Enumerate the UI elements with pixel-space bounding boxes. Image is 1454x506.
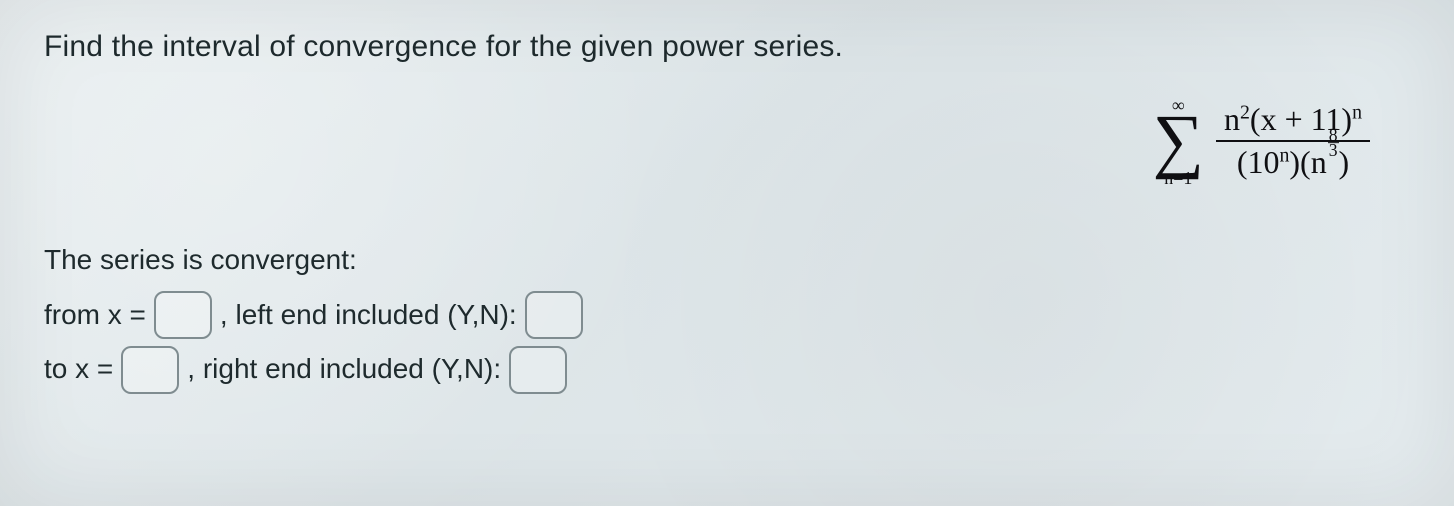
denom-exp-minifrac: 83 (1328, 128, 1339, 157)
from-line: from x = , left end included (Y,N): (44, 288, 1410, 343)
to-line: to x = , right end included (Y,N): (44, 342, 1410, 397)
right-end-label: , right end included (Y,N): (187, 342, 501, 397)
answer-heading: The series is convergent: (44, 233, 1410, 288)
fraction: n2(x + 11)n (10n)(n83) (1216, 99, 1370, 183)
power-series-formula: ∞ ∑ n=1 n2(x + 11)n (10n)(n83) (1153, 92, 1370, 189)
left-end-input[interactable] (525, 291, 583, 339)
minifrac-den: 3 (1328, 143, 1339, 157)
denom-mid: )(n (1289, 144, 1326, 180)
denom-exp-1: n (1279, 144, 1289, 166)
to-x-label: to x = (44, 342, 113, 397)
formula-row: ∞ ∑ n=1 n2(x + 11)n (10n)(n83) (44, 92, 1410, 189)
denom-close: ) (1339, 144, 1350, 180)
from-x-label: from x = (44, 288, 146, 343)
to-x-input[interactable] (121, 346, 179, 394)
summation-symbol: ∞ ∑ n=1 (1153, 92, 1204, 189)
denom-part-1: (10 (1237, 144, 1280, 180)
sum-upper-limit: ∞ (1172, 96, 1185, 114)
left-end-label: , left end included (Y,N): (220, 288, 517, 343)
fraction-denominator: (10n)(n83) (1229, 142, 1357, 183)
sigma-glyph: ∑ (1153, 110, 1204, 171)
question-prompt: Find the interval of convergence for the… (44, 30, 1410, 64)
fraction-numerator: n2(x + 11)n (1216, 99, 1370, 140)
sum-lower-limit: n=1 (1164, 169, 1192, 187)
right-end-input[interactable] (509, 346, 567, 394)
answer-block: The series is convergent: from x = , lef… (44, 233, 1410, 397)
from-x-input[interactable] (154, 291, 212, 339)
